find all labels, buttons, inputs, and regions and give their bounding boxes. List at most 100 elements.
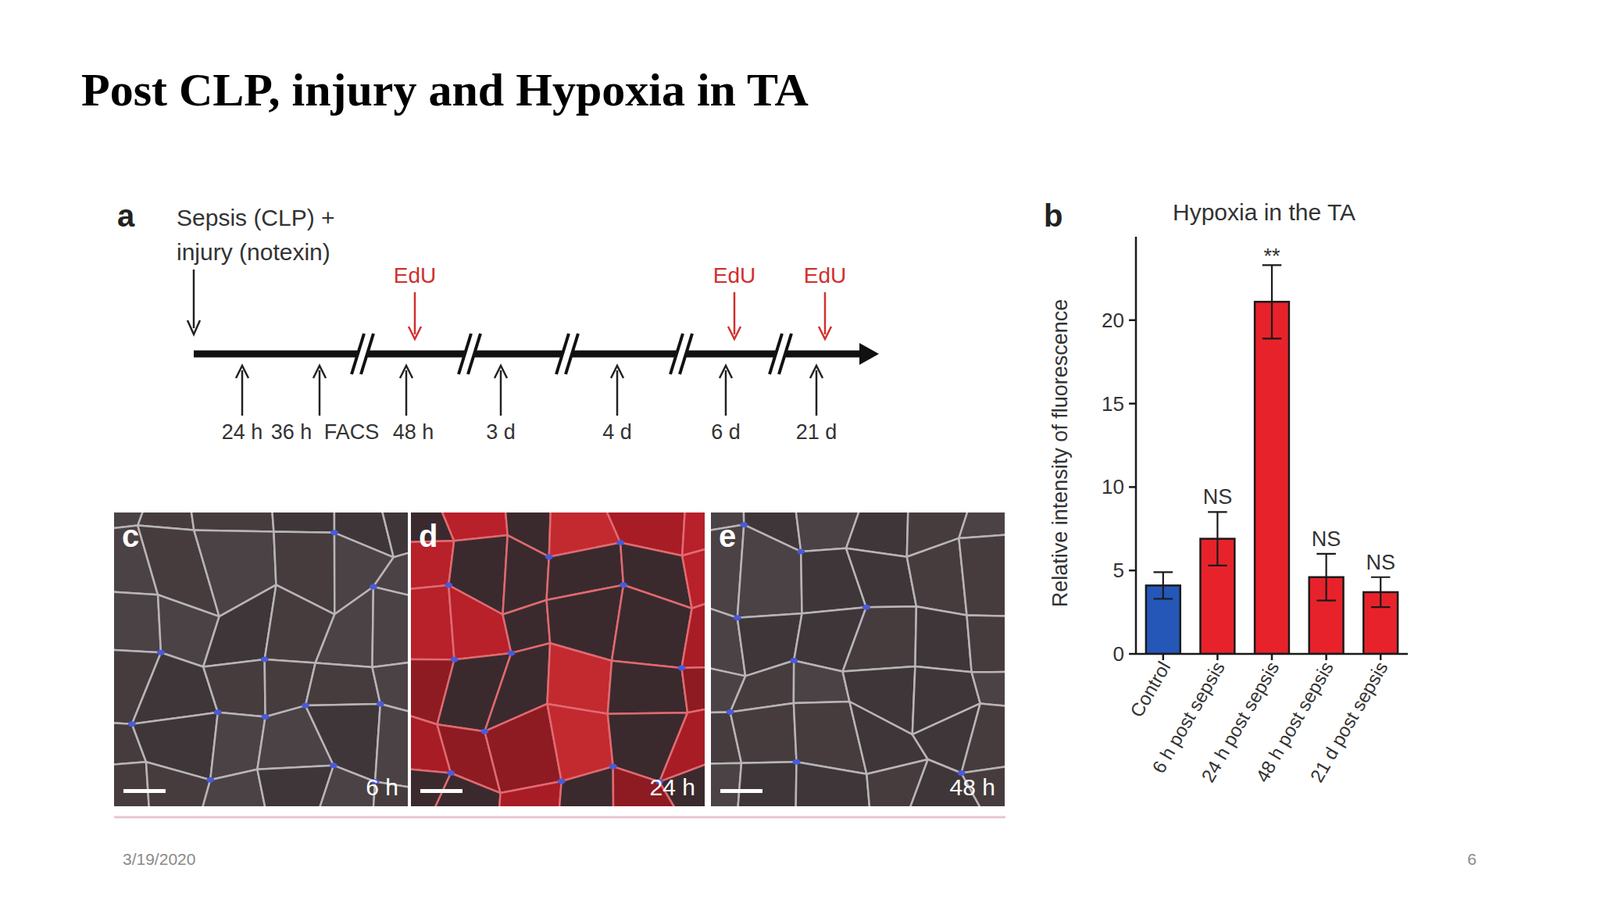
panel-letter: c [121, 518, 140, 554]
timepoint-label: 24 h [221, 420, 264, 444]
nucleus [444, 582, 453, 588]
y-tick [1128, 485, 1136, 489]
timepoint-arrow-head [719, 365, 733, 379]
slide-page: 6 [1467, 850, 1477, 868]
muscle-fiber [114, 589, 161, 653]
edu-label: EdU [803, 263, 847, 288]
timeline-line [193, 350, 860, 358]
timepoint-arrow [616, 370, 619, 416]
y-tick-label: 15 [1101, 392, 1125, 416]
timepoint-arrow-head [235, 365, 249, 379]
scale-bar [720, 789, 763, 793]
timeline-break-line [679, 333, 693, 375]
timepoint-label: 21 d [796, 420, 838, 444]
muscle-fiber [914, 606, 972, 672]
nucleus [369, 584, 378, 590]
nucleus [261, 714, 270, 720]
timeline-break-line [778, 333, 792, 375]
edu-label: EdU [393, 263, 436, 288]
edu-arrow-head [408, 326, 422, 340]
bar [1254, 301, 1290, 654]
y-tick-label: 5 [1113, 558, 1125, 583]
nucleus [862, 604, 871, 611]
micrograph: c6 h [64, 464, 455, 844]
nucleus [329, 762, 338, 768]
nucleus [260, 656, 269, 662]
panel-letter: e [718, 518, 736, 554]
timepoint-label: 6 d [710, 420, 741, 444]
nucleus [726, 709, 735, 715]
timeline-break-line [360, 333, 374, 375]
muscle-fiber [410, 585, 455, 660]
slide: Post CLP, injury and Hypoxia in TA 3/19/2… [0, 0, 1600, 900]
timeline-break-line [467, 333, 481, 375]
muscle-fiber [907, 538, 968, 616]
image-time-label: 48 h [950, 774, 996, 800]
bar-chart: bHypoxia in the TARelative intensity of … [1043, 198, 1408, 786]
background [0, 0, 1600, 900]
timepoint-arrow [500, 370, 503, 416]
muscle-fiber [556, 766, 614, 807]
y-axis-title: Relative intensity of fluorescence [1048, 299, 1072, 608]
nucleus [480, 728, 489, 735]
muscle-fiber [958, 512, 1005, 539]
muscle-fiber [448, 585, 511, 660]
muscle-fiber [710, 763, 742, 807]
timepoint-arrow [815, 370, 818, 416]
timeline-panel: aSepsis (CLP) +injury (notexin)24 h36 h4… [117, 198, 879, 444]
image-underline [114, 816, 1006, 819]
significance-label: NS [1311, 527, 1342, 551]
muscle-fiber [682, 512, 705, 556]
muscle-fiber [496, 781, 561, 807]
muscle-fiber [185, 512, 275, 533]
x-tick-label: Control [1125, 657, 1175, 722]
timepoint-arrow-head [810, 365, 823, 379]
nucleus [619, 582, 628, 588]
slide-date: 3/19/2020 [122, 850, 196, 868]
nucleus [557, 778, 566, 785]
nucleus [733, 614, 742, 621]
edu-arrow-head [728, 326, 741, 340]
nucleus [616, 539, 625, 546]
nucleus [450, 657, 458, 663]
edu-arrow [824, 292, 827, 335]
muscle-fiber [967, 615, 1006, 673]
nucleus [545, 553, 554, 560]
nucleus [507, 650, 515, 656]
muscle-fiber [737, 525, 803, 618]
muscle-fiber [203, 659, 265, 718]
timeline-break [556, 333, 579, 375]
muscle-fiber [793, 660, 850, 704]
muscle-fiber [961, 703, 1006, 773]
cells [710, 512, 1005, 807]
nucleus [206, 777, 215, 783]
timeline-break [351, 333, 374, 375]
y-tick-label: 10 [1101, 475, 1125, 499]
y-tick-label: 20 [1101, 308, 1125, 333]
panel-letter: d [418, 518, 438, 554]
timeline-break [670, 333, 693, 375]
nucleus [128, 721, 136, 727]
significance-label: NS [1203, 485, 1233, 509]
y-tick-label: 0 [1113, 642, 1125, 666]
x-tick [1271, 653, 1274, 661]
timepoint-arrow-head [400, 365, 413, 379]
slide-title: Post CLP, injury and Hypoxia in TA [81, 64, 809, 116]
edu-arrow [414, 292, 417, 335]
muscle-fiber [842, 606, 917, 672]
timeline-break-line [565, 333, 579, 375]
x-tick [1325, 653, 1328, 661]
muscle-fiber [736, 761, 797, 807]
timeline-arrowhead [859, 342, 879, 365]
start-arrow [192, 269, 196, 329]
muscle-fiber [682, 589, 706, 668]
plot-marks [1146, 264, 1398, 654]
nucleus [301, 703, 310, 709]
x-tick [1216, 653, 1219, 661]
muscle-fiber [846, 548, 917, 608]
y-tick [1128, 402, 1136, 405]
edu-arrow-head [818, 326, 832, 340]
start-label: Sepsis (CLP) + [176, 204, 336, 231]
edu-arrow [733, 292, 736, 335]
error-bar [1207, 511, 1228, 565]
